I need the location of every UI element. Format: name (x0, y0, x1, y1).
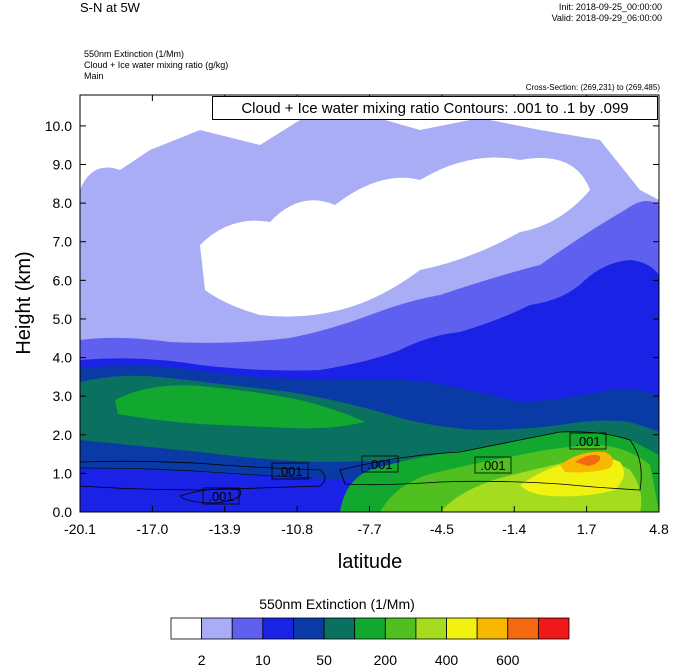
init-valid-time: Init: 2018-09-25_00:00:00 Valid: 2018-09… (552, 2, 662, 24)
y-tick-label: 10.0 (45, 118, 72, 134)
x-axis-title: latitude (338, 551, 403, 573)
svg-text:.001: .001 (575, 434, 600, 449)
colorbar-tick-label: 2 (198, 652, 206, 668)
y-tick-label: 4.0 (53, 350, 73, 366)
x-tick-label: -17.0 (136, 521, 168, 537)
colorbar-tick-label: 400 (435, 652, 459, 668)
x-tick-label: 1.7 (577, 521, 597, 537)
extinction-field (80, 95, 659, 512)
y-tick-label: 2.0 (53, 427, 73, 443)
contour-label: .001 (271, 462, 309, 480)
colorbar-swatch (201, 617, 233, 640)
field-label-main: Main (84, 71, 104, 81)
valid-time: Valid: 2018-09-29_06:00:00 (551, 13, 662, 23)
x-tick-label: -7.7 (357, 521, 381, 537)
x-tick-label: -10.8 (281, 521, 313, 537)
colorbar-tick-label: 600 (496, 652, 520, 668)
init-time: Init: 2018-09-25_00:00:00 (558, 2, 662, 12)
x-tick-label: 4.8 (649, 521, 669, 537)
y-tick-label: 7.0 (53, 234, 73, 250)
y-axis-title: Height (km) (13, 251, 35, 354)
colorbar-swatch (384, 617, 417, 640)
contour-label: .001 (202, 487, 240, 505)
chart-title: S-N at 5W (80, 0, 140, 15)
colorbar-swatch (446, 617, 478, 640)
colorbar-swatch (170, 617, 203, 640)
colorbar-tick-labels: 2 10 50 200 400 600 (198, 652, 520, 668)
colorbar-swatch (354, 617, 386, 640)
colorbar-swatch (537, 617, 570, 640)
x-tick-label: -1.4 (502, 521, 526, 537)
y-tick-label: 8.0 (53, 195, 73, 211)
x-axis: -20.1 -17.0 -13.9 -10.8 -7.7 -4.5 -1.4 1.7 4.8 (64, 95, 669, 537)
colorbar-swatch (323, 617, 356, 640)
field-label-cloud-ice: Cloud + Ice water mixing ratio (g/kg) (84, 60, 229, 70)
contour-label: .001 (474, 456, 512, 474)
cross-section-label: Cross-Section: (269,231) to (269,485) (525, 83, 660, 92)
y-axis: 0.0 1.0 2.0 3.0 4.0 5.0 6.0 7.0 8.0 9.0 10.0 (45, 118, 659, 520)
y-tick-label: 3.0 (53, 388, 73, 404)
x-tick-label: -13.9 (209, 521, 241, 537)
x-tick-label: -4.5 (430, 521, 454, 537)
contour-label: .001 (569, 432, 607, 450)
contour-label: .001 (361, 455, 399, 473)
colorbar-tick-label: 50 (316, 652, 332, 668)
colorbar-swatch (507, 617, 539, 640)
y-tick-label: 6.0 (53, 272, 73, 288)
colorbar-tick-label: 200 (374, 652, 398, 668)
svg-text:.001: .001 (480, 458, 505, 473)
colorbar-swatch (415, 617, 447, 640)
contour-labels: .001 .001 .001 .001 .001 (202, 432, 607, 505)
field-label-extinction: 550nm Extinction (1/Mm) (84, 49, 185, 59)
colorbar-swatch (262, 617, 294, 640)
svg-text:.001: .001 (277, 464, 302, 479)
colorbar-tick-label: 10 (255, 652, 271, 668)
colorbar-swatch (231, 617, 264, 640)
y-tick-label: 5.0 (53, 311, 73, 327)
y-tick-label: 9.0 (53, 157, 73, 173)
contour-info-label: Cloud + Ice water mixing ratio Contours:… (212, 96, 658, 120)
y-tick-label: 0.0 (53, 504, 73, 520)
svg-text:.001: .001 (367, 457, 392, 472)
svg-text:.001: .001 (208, 489, 233, 504)
colorbar-title: 550nm Extinction (1/Mm) (259, 596, 415, 612)
x-tick-label: -20.1 (64, 521, 96, 537)
colorbar-swatch (476, 617, 509, 640)
y-tick-label: 1.0 (53, 465, 73, 481)
colorbar-swatch (293, 617, 325, 640)
colorbar (170, 617, 570, 640)
